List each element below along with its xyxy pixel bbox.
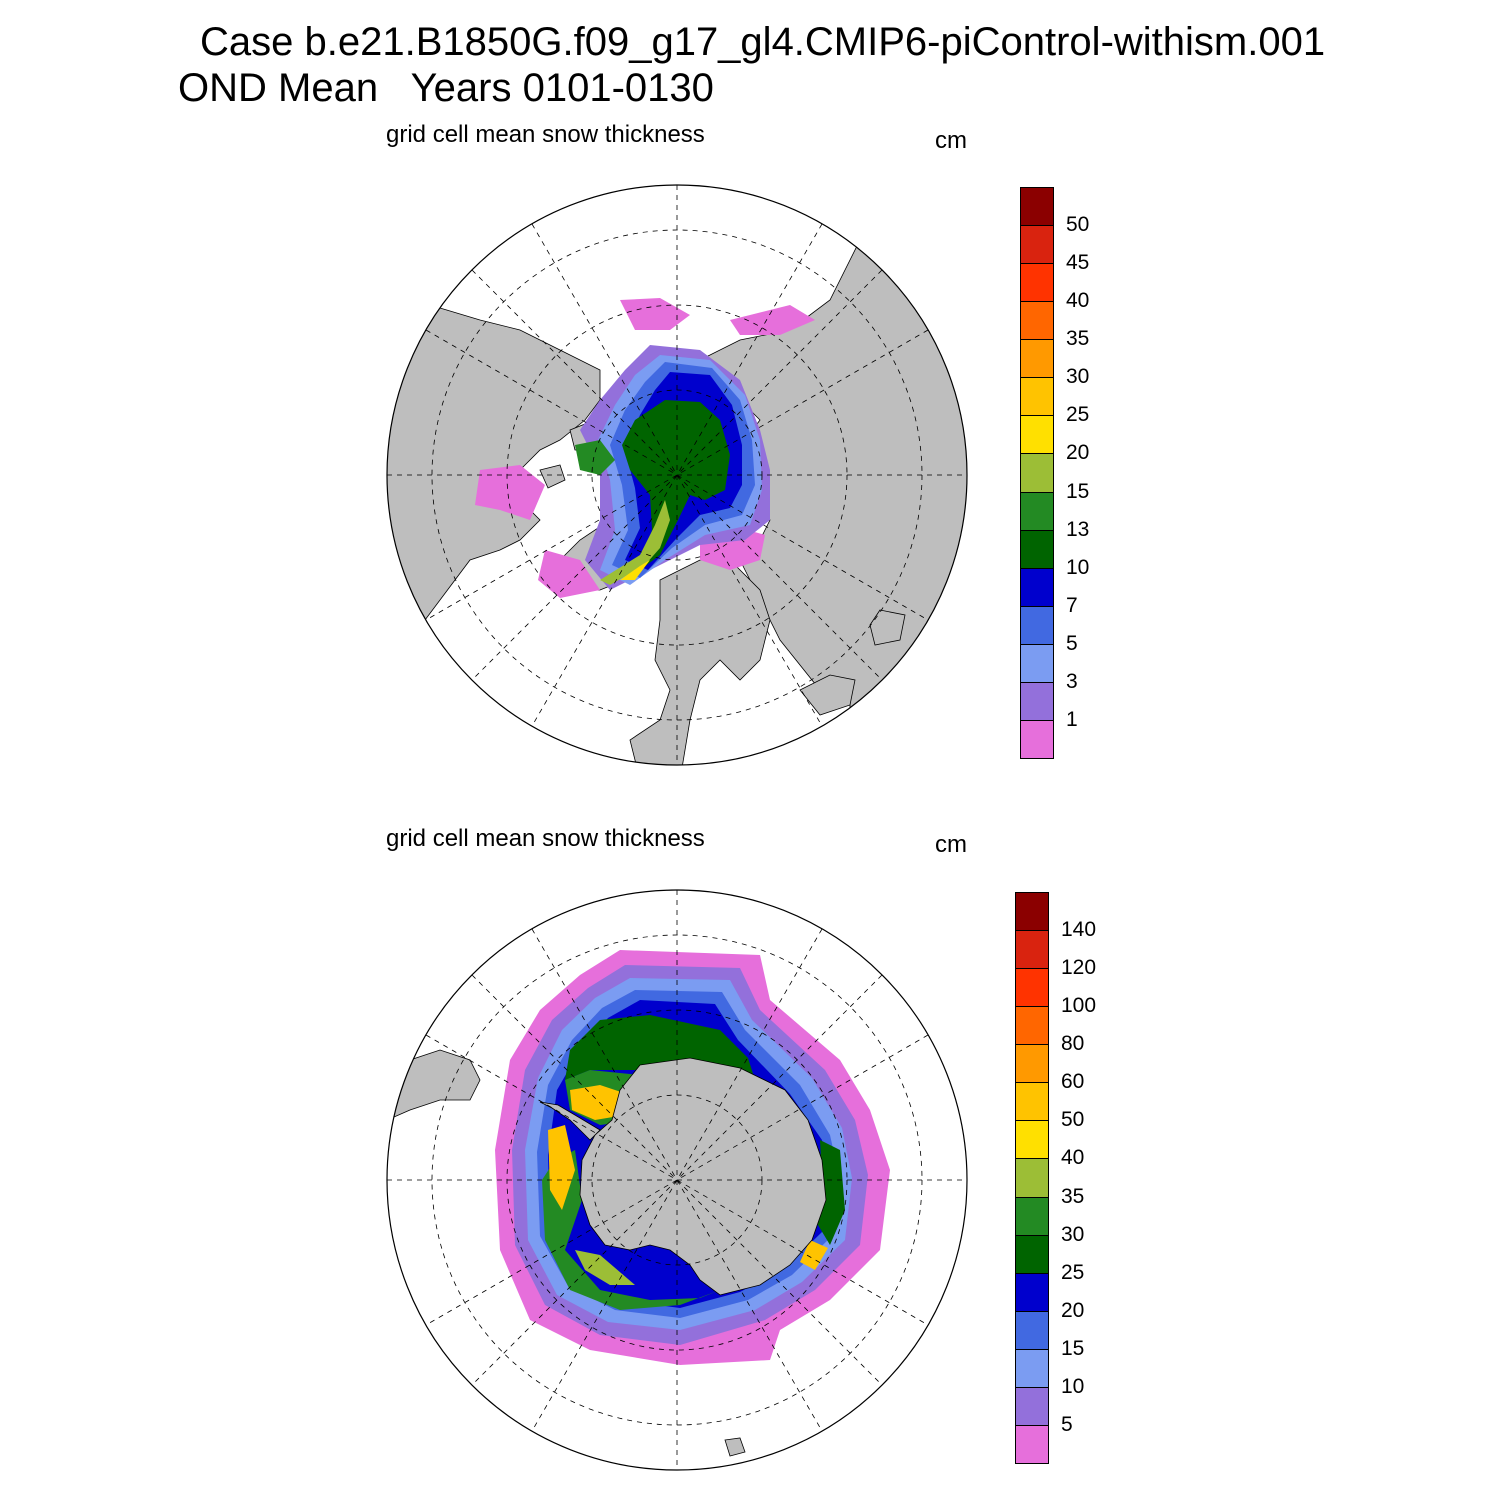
south-colorbar-label: 100 bbox=[1061, 994, 1097, 1018]
north-colorbar-swatch bbox=[1020, 301, 1054, 341]
south-colorbar-label: 35 bbox=[1061, 1184, 1085, 1208]
south-colorbar-label: 120 bbox=[1061, 956, 1097, 980]
north-colorbar-label: 15 bbox=[1066, 479, 1090, 503]
south-colorbar-label: 50 bbox=[1061, 1108, 1085, 1132]
south-colorbar-label: 80 bbox=[1061, 1032, 1085, 1056]
north-colorbar-swatch bbox=[1020, 187, 1054, 227]
north-colorbar-swatch bbox=[1020, 491, 1054, 531]
north-colorbar-swatch bbox=[1020, 681, 1054, 721]
south-colorbar-swatch bbox=[1015, 1158, 1049, 1198]
north-colorbar-label: 3 bbox=[1066, 669, 1078, 693]
north-colorbar-swatch bbox=[1020, 529, 1054, 569]
north-colorbar-label: 50 bbox=[1066, 213, 1090, 237]
south-colorbar-swatch bbox=[1015, 892, 1049, 932]
south-colorbar-label: 60 bbox=[1061, 1070, 1085, 1094]
north-colorbar: 50 45 40 35 30 25 20 15 13 10 7 5 3 1 bbox=[1020, 187, 1140, 759]
south-polar-map bbox=[386, 889, 968, 1471]
north-colorbar-swatch bbox=[1020, 453, 1054, 493]
south-colorbar-label: 30 bbox=[1061, 1222, 1085, 1246]
north-colorbar-label: 20 bbox=[1066, 441, 1090, 465]
south-colorbar-swatch bbox=[1015, 1386, 1049, 1426]
north-colorbar-label: 40 bbox=[1066, 289, 1090, 313]
south-graticule bbox=[387, 890, 967, 1470]
north-colorbar-label: 1 bbox=[1066, 707, 1078, 731]
south-colorbar-swatch bbox=[1015, 1196, 1049, 1236]
north-graticule bbox=[387, 185, 967, 765]
south-colorbar-swatch bbox=[1015, 1006, 1049, 1046]
north-colorbar-label: 35 bbox=[1066, 327, 1090, 351]
south-colorbar-swatch bbox=[1015, 1310, 1049, 1350]
north-colorbar-swatch bbox=[1020, 225, 1054, 265]
north-colorbar-swatch bbox=[1020, 415, 1054, 455]
north-colorbar-label: 10 bbox=[1066, 555, 1090, 579]
north-colorbar-swatch bbox=[1020, 643, 1054, 683]
north-colorbar-label: 45 bbox=[1066, 251, 1090, 275]
south-colorbar-label: 25 bbox=[1061, 1260, 1085, 1284]
south-colorbar-swatch bbox=[1015, 930, 1049, 970]
south-colorbar-swatch bbox=[1015, 1424, 1049, 1464]
south-colorbar-swatch bbox=[1015, 968, 1049, 1008]
north-colorbar-label: 7 bbox=[1066, 593, 1078, 617]
south-panel-title: grid cell mean snow thickness bbox=[386, 825, 705, 852]
case-title: Case b.e21.B1850G.f09_g17_gl4.CMIP6-piCo… bbox=[200, 20, 1326, 64]
south-colorbar-swatch bbox=[1015, 1082, 1049, 1122]
north-colorbar-label: 25 bbox=[1066, 403, 1090, 427]
north-colorbar-label: 13 bbox=[1066, 517, 1090, 541]
south-colorbar-label: 15 bbox=[1061, 1336, 1085, 1360]
south-colorbar-swatch bbox=[1015, 1348, 1049, 1388]
north-colorbar-swatch bbox=[1020, 605, 1054, 645]
north-colorbar-swatch bbox=[1020, 719, 1054, 759]
south-colorbar-swatch bbox=[1015, 1120, 1049, 1160]
south-colorbar-label: 40 bbox=[1061, 1146, 1085, 1170]
north-colorbar-swatch bbox=[1020, 567, 1054, 607]
south-colorbar-swatch bbox=[1015, 1234, 1049, 1274]
north-colorbar-swatch bbox=[1020, 263, 1054, 303]
south-colorbar-label: 10 bbox=[1061, 1374, 1085, 1398]
south-colorbar-label: 20 bbox=[1061, 1298, 1085, 1322]
south-colorbar: 140 120 100 80 60 50 40 35 30 25 20 15 10 5 bbox=[1015, 892, 1135, 1464]
north-units-label: cm bbox=[935, 127, 967, 154]
north-polar-map bbox=[386, 184, 968, 766]
north-colorbar-label: 5 bbox=[1066, 631, 1078, 655]
south-colorbar-label: 5 bbox=[1061, 1412, 1073, 1436]
north-panel-title: grid cell mean snow thickness bbox=[386, 121, 705, 148]
north-colorbar-label: 30 bbox=[1066, 365, 1090, 389]
south-units-label: cm bbox=[935, 831, 967, 858]
period-title: OND Mean Years 0101-0130 bbox=[178, 66, 714, 110]
north-colorbar-swatch bbox=[1020, 377, 1054, 417]
south-colorbar-swatch bbox=[1015, 1272, 1049, 1312]
north-colorbar-swatch bbox=[1020, 339, 1054, 379]
south-colorbar-label: 140 bbox=[1061, 918, 1097, 942]
south-colorbar-swatch bbox=[1015, 1044, 1049, 1084]
